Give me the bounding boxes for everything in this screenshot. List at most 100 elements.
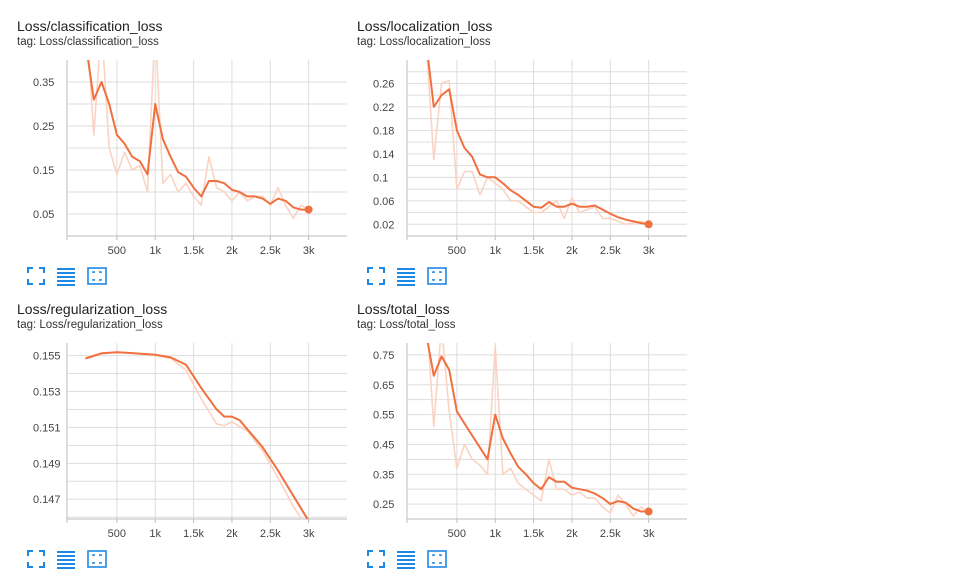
fullscreen-button[interactable] [365,548,387,570]
toggle-data-button[interactable] [395,265,417,287]
x-tick-label: 500 [108,528,126,540]
x-tick-label: 2.5k [600,245,621,257]
x-tick-label: 1.5k [523,245,544,257]
last-point-marker [304,205,313,214]
x-tick-label: 500 [448,528,466,540]
smoothed-series-line [85,351,309,519]
toggle-data-button[interactable] [55,548,77,570]
y-tick-label: 0.1 [373,172,388,184]
y-tick-label: 0.35 [33,77,54,89]
chart-plot: 500 1k 1.5k 2k 2.5k 3k 0.25 0.35 0.45 0.55 0.65 0.7… [373,343,687,540]
fit-domain-button[interactable] [426,265,448,287]
fullscreen-icon [27,267,45,285]
raw-series-line [427,343,650,517]
toggle-data-button[interactable] [55,265,77,287]
y-tick-label: 0.15 [33,165,54,177]
x-tick-label: 2k [566,528,578,540]
toggle-data-icon [397,551,415,569]
chart-title: Loss/regularization_loss [17,301,168,317]
x-tick-label: 3k [303,528,315,540]
chart-tag: tag: Loss/localization_loss [357,36,491,48]
fullscreen-icon [367,550,385,568]
x-tick-label: 3k [643,528,655,540]
toggle-data-icon [397,268,415,286]
y-tick-label: 0.25 [373,499,394,511]
series-group [426,343,650,517]
chart-card-localization-loss: Loss/localization_loss tag: Loss/localiz… [357,18,697,293]
chart-card-classification-loss: Loss/classification_loss tag: Loss/class… [17,18,357,293]
smoothed-series-line [427,60,650,226]
fit-domain-icon [87,550,107,568]
fullscreen-icon [367,267,385,285]
x-tick-label: 1k [489,245,501,257]
fit-domain-icon [87,267,107,285]
fullscreen-button[interactable] [25,548,47,570]
chart-plot: 500 1k 1.5k 2k 2.5k 3k 0.05 0.15 0.25 0.35 [33,60,347,257]
chart-title: Loss/total_loss [357,301,450,317]
x-tick-label: 1.5k [523,528,544,540]
x-tick-label: 2k [226,528,238,540]
fit-domain-icon [427,267,447,285]
x-tick-label: 500 [448,245,466,257]
toggle-data-button[interactable] [395,548,417,570]
fit-domain-button[interactable] [426,548,448,570]
fullscreen-icon [27,550,45,568]
chart-plot: 500 1k 1.5k 2k 2.5k 3k 0.02 0.06 0.1 0.14 0.18 0.22… [373,60,687,257]
y-tick-label: 0.75 [373,350,394,362]
x-tick-label: 3k [303,245,315,257]
chart-tag: tag: Loss/classification_loss [17,36,159,48]
x-tick-label: 2.5k [260,528,281,540]
chart-tag: tag: Loss/regularization_loss [17,319,163,331]
y-tick-label: 0.65 [373,380,394,392]
fit-domain-button[interactable] [86,265,108,287]
x-tick-label: 2k [226,245,238,257]
x-tick-label: 1k [489,528,501,540]
x-tick-label: 2.5k [600,528,621,540]
y-tick-label: 0.02 [373,219,394,231]
fullscreen-button[interactable] [365,265,387,287]
raw-series-line [426,60,650,226]
last-point-marker [644,220,653,229]
x-tick-label: 1.5k [183,245,204,257]
y-tick-label: 0.147 [33,494,61,506]
y-tick-label: 0.151 [33,422,61,434]
y-tick-label: 0.14 [373,149,394,161]
chart-title: Loss/classification_loss [17,18,163,34]
toggle-data-icon [57,551,75,569]
x-tick-label: 1k [149,528,161,540]
x-tick-label: 500 [108,245,126,257]
y-tick-label: 0.45 [373,439,394,451]
chart-card-regularization-loss: Loss/regularization_loss tag: Loss/regul… [17,301,357,576]
y-tick-label: 0.06 [373,196,394,208]
y-tick-label: 0.05 [33,209,54,221]
raw-series-line [85,351,303,519]
chart-card-total-loss: Loss/total_loss tag: Loss/total_loss 500… [357,301,697,576]
smoothed-series-line [87,60,310,211]
y-tick-label: 0.153 [33,386,61,398]
y-tick-label: 0.155 [33,351,61,363]
x-tick-label: 1k [149,245,161,257]
series-group [85,351,309,519]
series-group [87,60,310,220]
y-tick-label: 0.55 [373,410,394,422]
chart-tag: tag: Loss/total_loss [357,319,456,331]
fullscreen-button[interactable] [25,265,47,287]
x-tick-label: 3k [643,245,655,257]
x-tick-label: 1.5k [183,528,204,540]
series-group [426,60,650,226]
y-tick-label: 0.35 [373,469,394,481]
x-tick-label: 2k [566,245,578,257]
y-tick-label: 0.26 [373,78,394,90]
y-tick-label: 0.22 [373,102,394,114]
last-point-marker [644,507,653,516]
x-tick-label: 2.5k [260,245,281,257]
chart-plot: 500 1k 1.5k 2k 2.5k 3k 0.147 0.149 0.151 0.153 0.1… [33,343,347,540]
y-tick-label: 0.149 [33,458,61,470]
y-tick-label: 0.18 [373,125,394,137]
chart-title: Loss/localization_loss [357,18,493,34]
smoothed-series-line [426,343,650,513]
fit-domain-button[interactable] [86,548,108,570]
fit-domain-icon [427,550,447,568]
y-tick-label: 0.25 [33,121,54,133]
toggle-data-icon [57,268,75,286]
